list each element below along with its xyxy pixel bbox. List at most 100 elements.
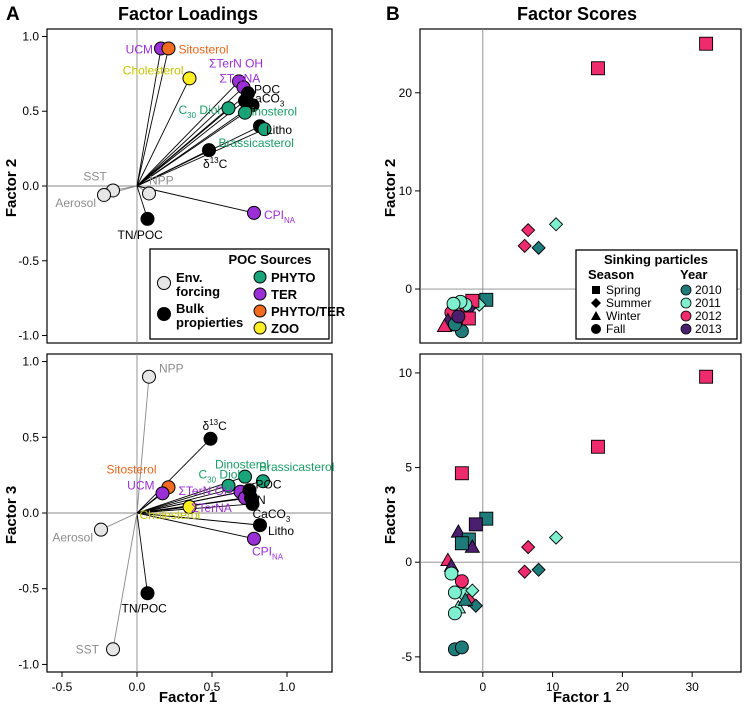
legend-2012-label: 2012 — [695, 309, 722, 323]
loading-label-dinosterol: Dinosterol — [243, 105, 297, 119]
loading-point-aerosol — [94, 522, 108, 537]
loading-vector-dinosterol — [136, 112, 246, 187]
score-point-winter-2012-19 — [436, 318, 453, 333]
loading-vector-c30-diol — [136, 485, 229, 514]
y-tick-label: -1.0 — [18, 657, 39, 671]
loading-vector-cpi-na — [136, 185, 255, 214]
ylabel-loadings-bottom: Factor 3 — [3, 486, 20, 544]
loading-vector-c30-diol — [136, 107, 229, 187]
y-tick-label: 10 — [399, 366, 413, 380]
legend-fall-label: Fall — [606, 322, 625, 336]
score-point-summer-2011-2 — [548, 530, 564, 545]
loading-label-sitosterol: Sitosterol — [106, 462, 156, 476]
loading-label-brassicasterol: Brassicasterol — [219, 136, 294, 150]
loading-point-dinosterol — [238, 105, 252, 120]
legend-bulk-marker — [157, 307, 171, 321]
legend-2011-label: 2011 — [695, 296, 721, 310]
legend-fall-marker — [591, 324, 601, 334]
loading-point-cholesterol — [182, 499, 197, 514]
score-point-summer-2010-5 — [531, 562, 546, 577]
y-tick-label: 0.5 — [22, 104, 39, 118]
score-point-summer-2012-4 — [517, 238, 532, 253]
loading-point-cpi-na — [247, 205, 261, 220]
loading-vector-13c — [136, 438, 211, 514]
loading-label-caco3: CaCO3 — [247, 91, 285, 108]
ylabel-scores-bottom: Factor 3 — [382, 486, 399, 544]
x-tick-label: -0.5 — [52, 680, 73, 694]
loading-point-sst — [106, 642, 120, 657]
score-point-fall-2013-22 — [451, 309, 466, 324]
score-point-summer-2010-5 — [531, 240, 546, 255]
legend-zoo-marker — [253, 321, 267, 335]
legend-2010-label: 2010 — [695, 283, 722, 297]
loading-point-sitosterol — [161, 41, 176, 56]
loading-vector-cholesterol — [136, 506, 190, 514]
score-point-winter-2010-24 — [457, 592, 474, 606]
loading-label-tern-oh: ΣTerN OH — [179, 484, 233, 498]
loading-vector-tern-oh — [136, 81, 240, 187]
score-point-spring-2013-8 — [468, 517, 483, 532]
ylabel-scores-top: Factor 2 — [382, 159, 399, 217]
score-point-fall-2011-15 — [444, 566, 459, 581]
score-point-spring-2012-1 — [590, 61, 605, 76]
x-tick-label: 0.0 — [129, 680, 146, 694]
score-point-fall-2010-26 — [454, 640, 469, 655]
loading-label-13c: δ13C — [203, 156, 228, 171]
legend-phyto-marker — [253, 270, 267, 284]
loading-vector-sst — [112, 512, 138, 650]
legend-spring-label: Spring — [606, 283, 641, 297]
loading-point-brassicasterol — [256, 474, 270, 489]
y-tick-label: -5 — [401, 650, 412, 664]
y-tick-label: 0.0 — [22, 506, 39, 520]
loading-label-poc: POC — [256, 477, 282, 491]
legend-spring-marker — [592, 286, 600, 294]
legend-sinking-particles: Sinking particles Season Year Spring Sum… — [575, 249, 738, 340]
x-tick-label: 30 — [685, 680, 699, 694]
loading-vector-npp — [136, 376, 150, 514]
loading-label-ucm: UCM — [126, 42, 153, 56]
loading-vector-brassicasterol — [136, 128, 265, 187]
xlabel-loadings: Factor 1 — [159, 689, 217, 706]
loading-label-c30-diol: C30 Diol — [179, 103, 221, 120]
loading-label-litho: Litho — [266, 123, 292, 137]
score-point-spring-2010-12 — [454, 536, 469, 551]
legend-env-marker — [157, 276, 171, 290]
legend-2013-marker — [680, 323, 692, 335]
y-tick-label: 0.0 — [22, 179, 39, 193]
y-tick-label: 0.5 — [22, 430, 39, 444]
plot-frame-scores-f3 — [419, 353, 742, 673]
loading-vector-ucm — [136, 48, 162, 187]
y-tick-label: -0.5 — [18, 582, 39, 596]
score-point-fall-2011-17 — [446, 296, 461, 311]
loading-label-cpi-na: CPINA — [264, 208, 296, 225]
score-point-fall-2012-16 — [454, 574, 469, 589]
loadings-f1f2-plot: -1.0 -0.5 0.0 0.5 1.0 UCM Sitosterol Cholestero… — [18, 29, 332, 343]
y-tick-label: -1.0 — [18, 329, 39, 343]
y-tick-label: -0.5 — [18, 254, 39, 268]
legend-phyto-label: PHYTO — [271, 270, 316, 285]
legend-bulk-label-2: propierties — [176, 315, 243, 330]
panel-letter-b: B — [386, 4, 400, 25]
legend-2012-marker — [680, 310, 692, 322]
loading-label-aerosol: Aerosol — [55, 196, 96, 210]
loading-label-sst: SST — [76, 642, 100, 656]
loading-label-litho: Litho — [268, 524, 294, 538]
x-tick-label: 0 — [479, 680, 486, 694]
legend-env-label-1: Env. — [176, 270, 203, 285]
legend-bulk-label-1: Bulk — [176, 301, 205, 316]
loading-point-tn-poc — [140, 586, 155, 601]
title-scores: Factor Scores — [517, 4, 637, 24]
legend-summer-label: Summer — [606, 296, 651, 310]
x-tick-label: 0.5 — [204, 680, 221, 694]
legend-zoo-label: ZOO — [271, 321, 299, 336]
loading-point-ucm — [155, 486, 170, 501]
y-tick-label: 0 — [405, 555, 412, 569]
legend-2013-label: 2013 — [695, 322, 722, 336]
loading-label-cpi-na: CPINA — [252, 545, 284, 562]
loading-label-cholesterol: Cholesterol — [140, 508, 201, 522]
y-tick-label: 5 — [405, 461, 412, 475]
score-point-summer-2011-2 — [548, 217, 564, 232]
legend-ter-label: TER — [271, 287, 298, 302]
y-tick-label: 0 — [405, 282, 412, 296]
legend-phyto-ter-label: PHYTO/TER — [271, 304, 346, 319]
